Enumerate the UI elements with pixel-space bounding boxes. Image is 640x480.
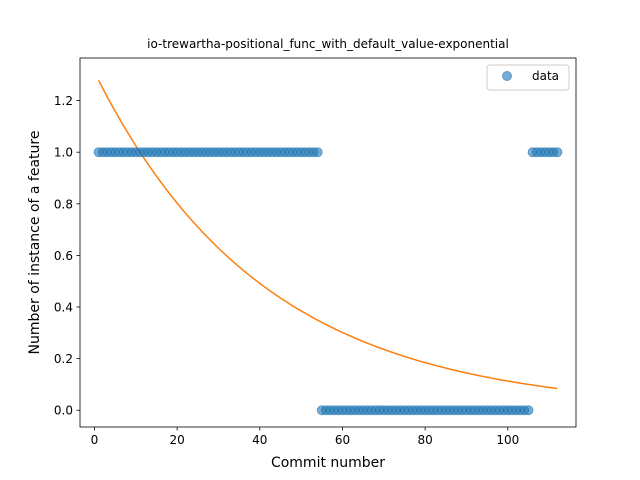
legend: data (486, 64, 570, 91)
y-tick-label: 0.8 (54, 197, 73, 211)
data-layer (93, 80, 563, 416)
x-tick-label: 0 (91, 433, 99, 447)
x-axis-title: Commit number (271, 455, 385, 471)
y-tick-label: 0.0 (54, 404, 73, 418)
x-tick-label: 80 (417, 433, 432, 447)
y-tick-label: 0.2 (54, 352, 73, 366)
y-tick-label: 1.2 (54, 94, 73, 108)
y-tick-label: 0.6 (54, 249, 73, 263)
legend-label-data: data (532, 69, 559, 83)
data-point (552, 147, 563, 158)
data-point (312, 147, 323, 158)
data-point (523, 405, 534, 416)
x-tick-label: 40 (252, 433, 267, 447)
x-tick-label: 20 (169, 433, 184, 447)
chart-title: io-trewartha-positional_func_with_defaul… (147, 37, 509, 51)
x-tick-label: 100 (496, 433, 519, 447)
y-tick-label: 0.4 (54, 301, 73, 315)
y-tick-label: 1.0 (54, 146, 73, 160)
fit-line (97, 80, 558, 390)
x-tick-label: 60 (335, 433, 350, 447)
y-axis-title: Number of instance of a feature (27, 131, 43, 355)
legend-marker-data (502, 71, 512, 81)
y-axis: 0.0 0.2 0.4 0.6 0.8 1.0 1.2 (54, 94, 80, 418)
x-axis: 0 20 40 60 80 100 (91, 427, 519, 447)
plot-frame (79, 57, 577, 428)
